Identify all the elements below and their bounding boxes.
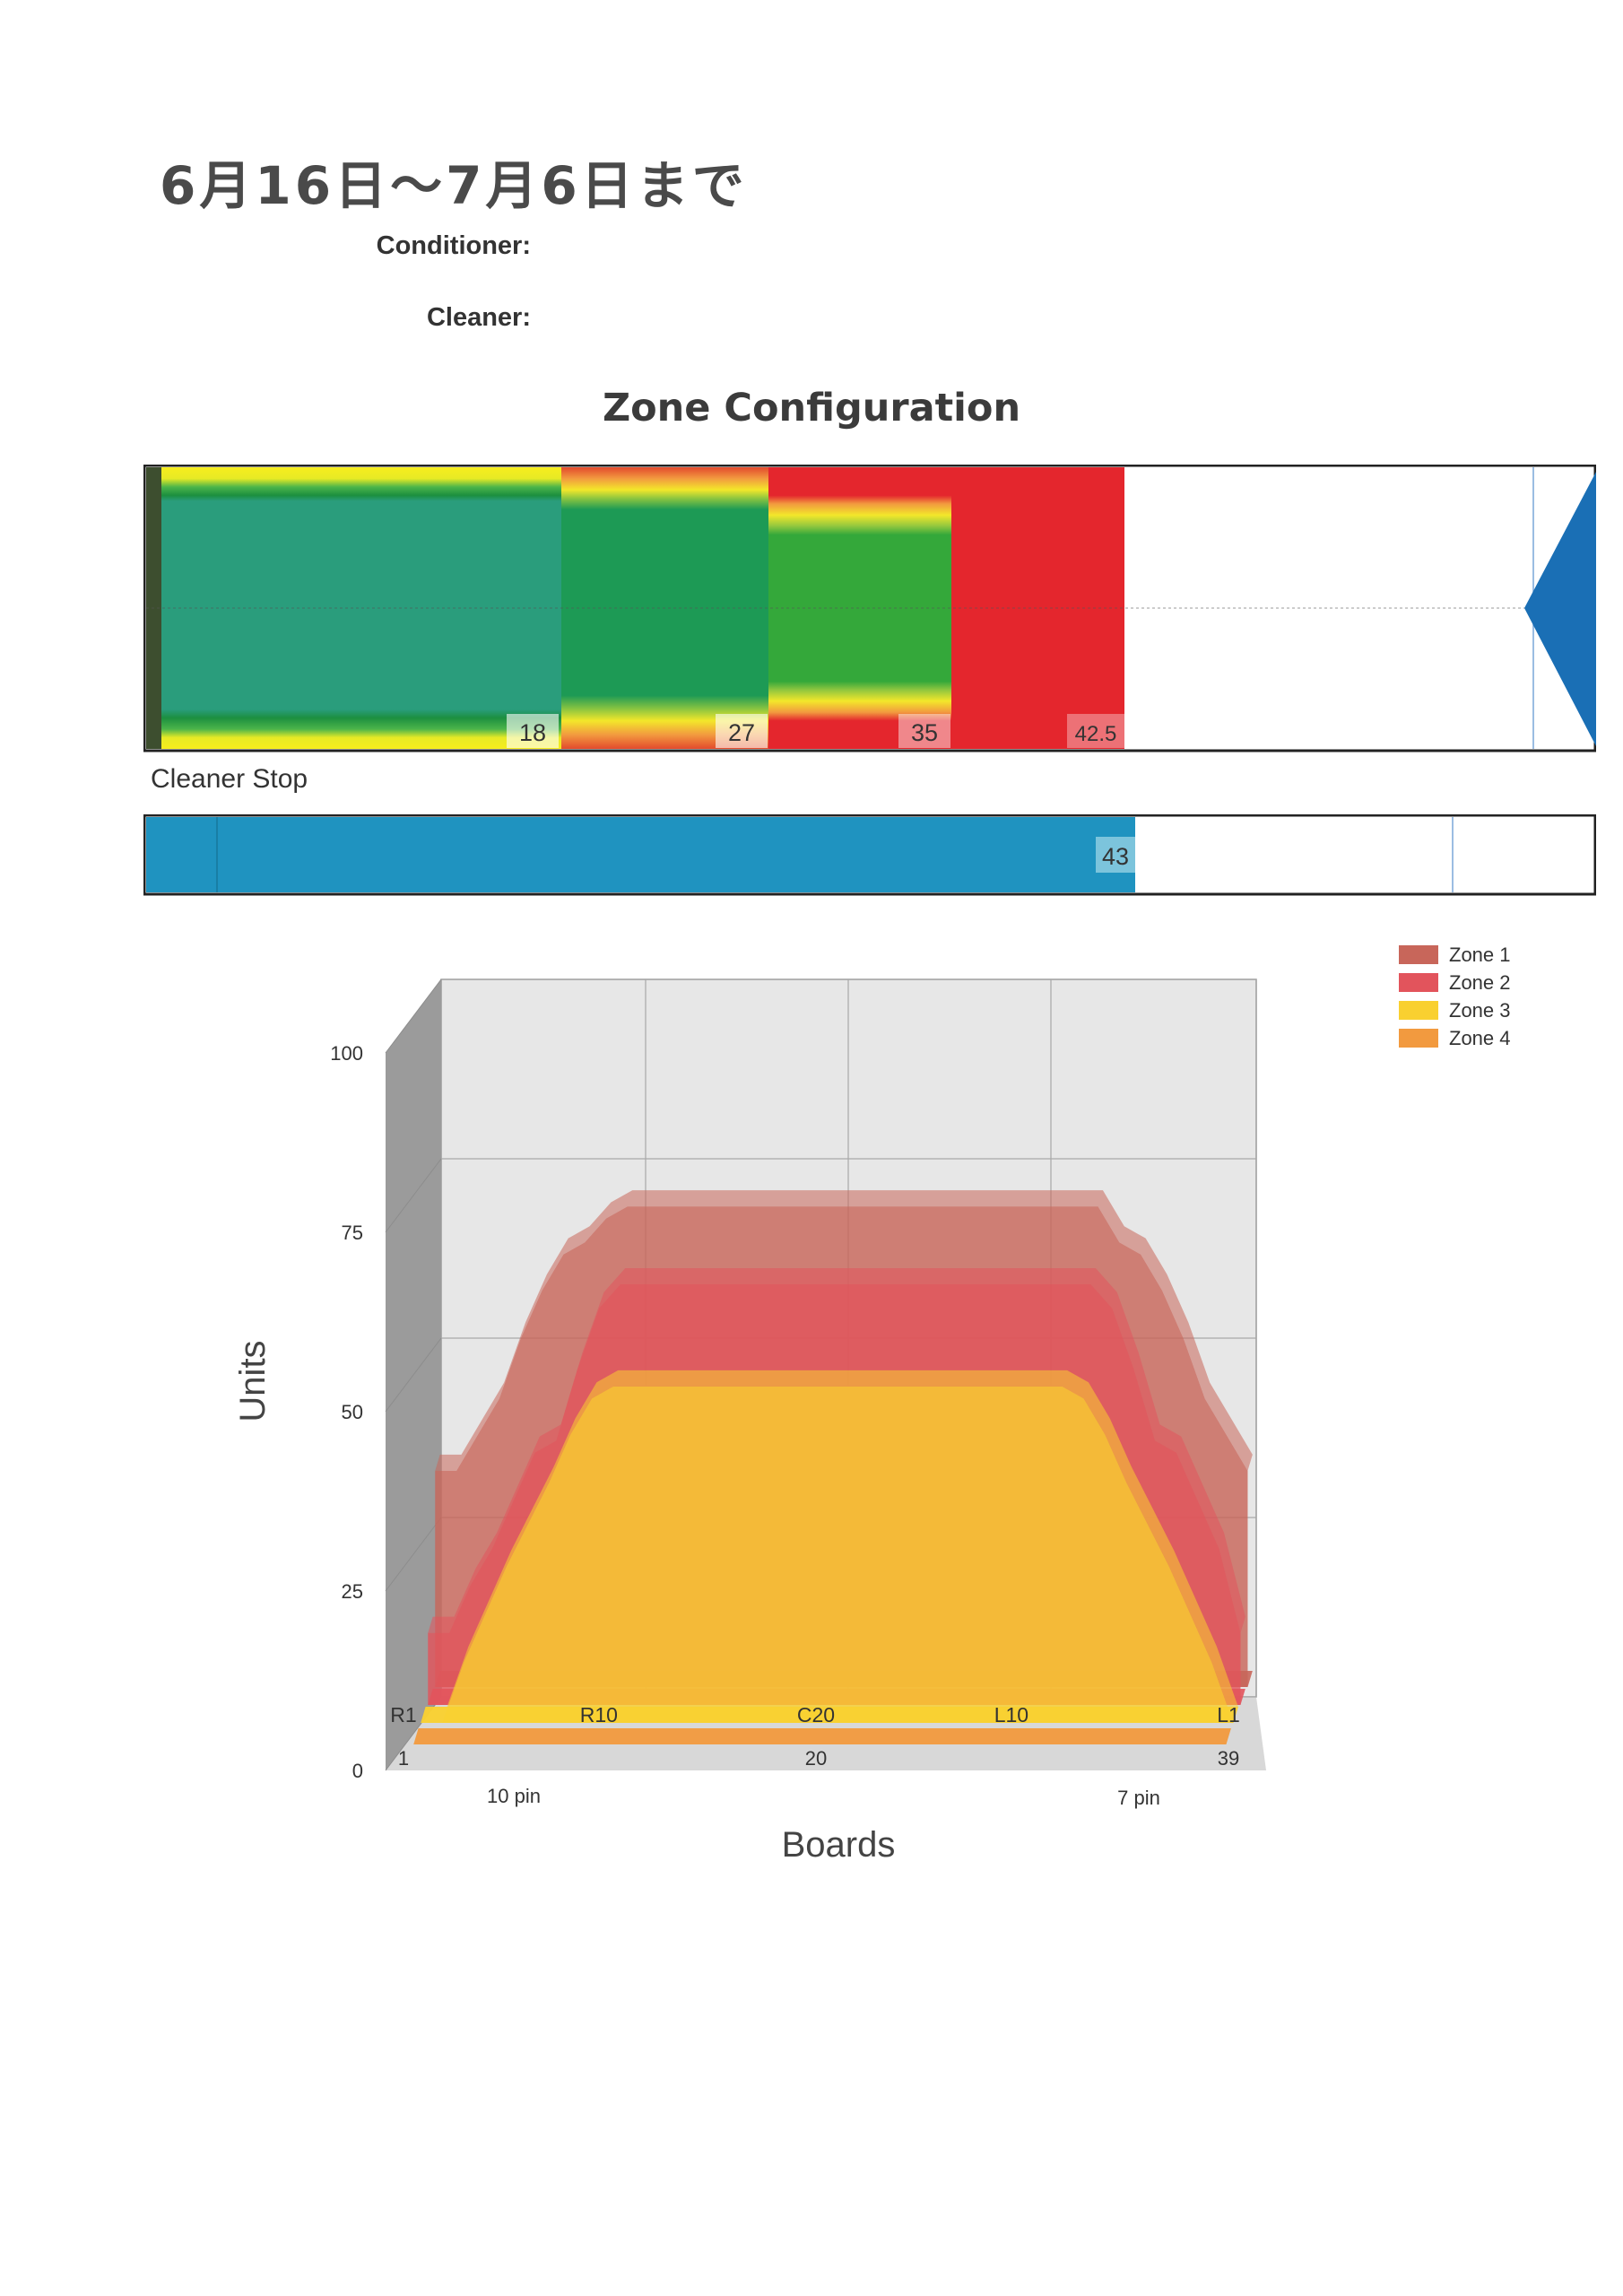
pin-deck-arrow-icon <box>1524 472 1596 746</box>
oil-pattern-chart: 0 25 50 75 100 R1 R10 C20 L10 L1 1 20 39 Units Board… <box>233 944 1511 1865</box>
x-tick-secondary-label: 39 <box>1218 1747 1239 1770</box>
zone-marker-box <box>1067 714 1124 748</box>
y-tick-label: 100 <box>330 1042 363 1065</box>
zone-marker-18: 18 <box>519 719 546 746</box>
chart-ticks: 0 25 50 75 100 R1 R10 C20 L10 L1 1 20 39 <box>330 1042 1240 1782</box>
chart-legend: Zone 1 Zone 2 Zone 3 Zone 4 <box>1399 944 1511 1049</box>
legend-swatch-zone-3 <box>1399 1001 1438 1020</box>
zone-segment-3 <box>768 467 951 749</box>
cleaner-stop-fill <box>146 817 1135 892</box>
series-floor-strip <box>421 1707 1238 1723</box>
y-gridline-side <box>385 1517 442 1592</box>
legend-swatch-zone-1 <box>1399 945 1438 964</box>
y-tick-label: 75 <box>342 1222 363 1244</box>
zone-marker-box <box>716 714 768 748</box>
series-area <box>421 1386 1234 1723</box>
zone-configuration-title: Zone Configuration <box>602 386 1021 430</box>
y-gridline-side <box>385 1158 442 1233</box>
y-tick-label: 50 <box>342 1401 363 1423</box>
x-tick-secondary-label: 1 <box>398 1747 409 1770</box>
series-floor-strip <box>413 1728 1231 1744</box>
zone-marker-box <box>507 714 559 748</box>
x-tick-label: R1 <box>390 1703 416 1726</box>
legend-zone-4: Zone 4 <box>1449 1027 1511 1049</box>
zone-marker-box <box>898 714 950 748</box>
x-tick-label: C20 <box>797 1703 835 1726</box>
chart-series-areas <box>413 1190 1253 1744</box>
x-tick-label: L10 <box>994 1703 1028 1726</box>
annotation-7-pin: 7 pin <box>1117 1787 1160 1809</box>
cleaner-stop-value: 43 <box>1102 843 1129 870</box>
annotation-10-pin: 10 pin <box>487 1785 541 1807</box>
legend-swatch-zone-2 <box>1399 973 1438 992</box>
zone-marker-27: 27 <box>728 719 755 746</box>
zone-configuration-bar: 18 27 35 42.5 <box>143 465 1596 752</box>
legend-zone-1: Zone 1 <box>1449 944 1511 966</box>
legend-swatch-zone-4 <box>1399 1029 1438 1048</box>
conditioner-label: Conditioner: <box>376 231 531 260</box>
cleaner-stop-label: Cleaner Stop <box>151 764 308 794</box>
zone-marker-35: 35 <box>911 719 938 746</box>
zone-marker-42-5: 42.5 <box>1075 722 1117 746</box>
x-tick-label: L1 <box>1217 1703 1240 1726</box>
cleaner-label: Cleaner: <box>426 303 531 332</box>
legend-zone-3: Zone 3 <box>1449 999 1511 1022</box>
legend-zone-2: Zone 2 <box>1449 971 1511 994</box>
document-title: 6月16日～7月6日まで <box>160 155 748 216</box>
x-axis-label: Boards <box>782 1825 896 1865</box>
y-tick-label: 25 <box>342 1580 363 1603</box>
cleaner-stop-bar: 43 <box>143 814 1596 896</box>
y-gridline-side <box>385 1337 442 1413</box>
x-tick-secondary-label: 20 <box>805 1747 827 1770</box>
y-axis-label: Units <box>233 1340 273 1422</box>
cleaner-stop-marker-box <box>1096 837 1135 873</box>
x-tick-label: R10 <box>580 1703 618 1726</box>
y-tick-label: 0 <box>352 1760 363 1782</box>
y-gridline-side <box>385 978 442 1054</box>
